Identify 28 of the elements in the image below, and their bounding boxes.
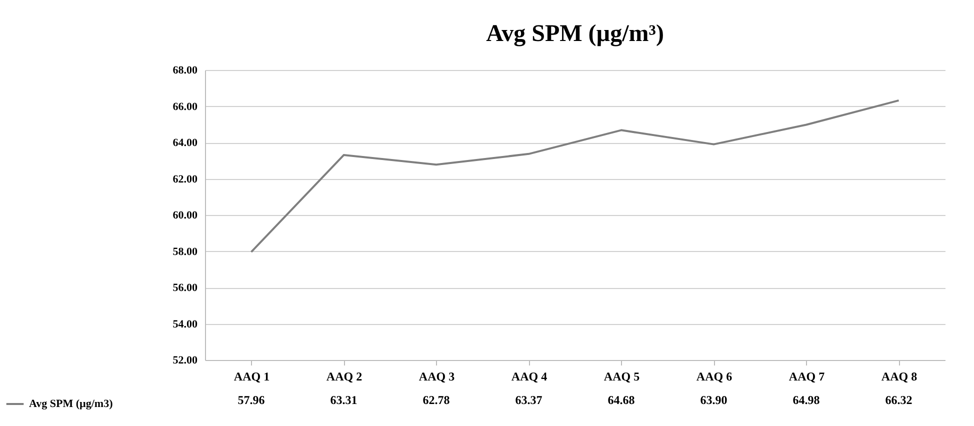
y-tick-label: 54.00 (172, 318, 198, 330)
x-tick-label: AAQ 6 (696, 370, 732, 384)
y-tick-label: 66.00 (172, 100, 198, 113)
x-tick-label: AAQ 2 (326, 370, 362, 384)
x-tick-label: AAQ 1 (234, 370, 270, 384)
legend-label: Avg SPM (µg/m3) (29, 398, 114, 410)
data-label: 63.37 (515, 393, 542, 407)
x-tick-label: AAQ 8 (881, 370, 918, 384)
chart-title: Avg SPM (µg/m³) (486, 21, 664, 47)
x-tick-label: AAQ 5 (604, 370, 640, 384)
x-tick-label: AAQ 3 (418, 370, 455, 384)
y-tick-label: 52.00 (172, 354, 198, 366)
data-label: 64.98 (792, 393, 820, 407)
data-label: 63.90 (700, 393, 728, 407)
data-label: 64.68 (608, 393, 635, 407)
x-tick-label: AAQ 7 (788, 370, 825, 384)
data-label: 66.32 (885, 393, 912, 407)
y-tick-label: 60.00 (172, 210, 198, 222)
line-series (250, 99, 900, 253)
x-tick-label: AAQ 4 (511, 370, 548, 384)
data-label: 57.96 (238, 393, 265, 407)
y-tick-label: 62.00 (172, 173, 198, 186)
data-label: 63.31 (330, 393, 358, 407)
y-tick-label: 64.00 (172, 137, 198, 149)
y-tick-label: 68.00 (172, 64, 198, 76)
y-tick-label: 58.00 (172, 246, 198, 258)
data-label: 62.78 (422, 393, 450, 407)
y-tick-label: 56.00 (172, 282, 198, 294)
